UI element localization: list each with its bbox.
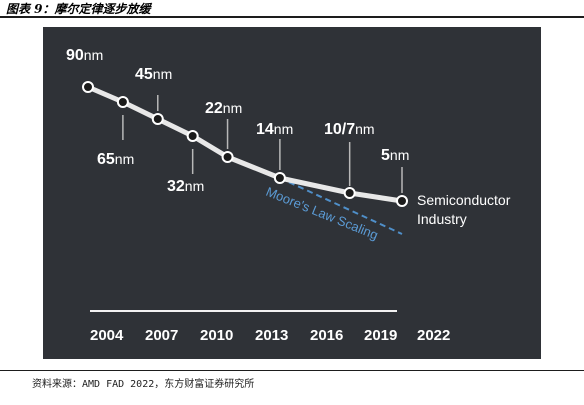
chart-panel: 90nm 65nm 45nm 32nm 22nm 14nm 10/7nm 5nm 2004 20… [43,27,541,359]
x-tick-2007: 2007 [145,327,178,344]
figure-title: 图表 9：摩尔定律逐步放缓 [6,2,151,16]
data-point-2 [116,96,129,108]
bottom-rule [0,370,584,371]
data-point-5 [221,151,234,163]
x-tick-2022: 2022 [417,327,450,344]
node-label-5: 22nm [205,100,242,117]
data-point-1 [82,81,94,93]
semiconductor-industry-line [87,84,403,204]
moores-law-dashed-line [279,177,403,235]
node-label-8: 5nm [381,147,409,164]
node-label-2: 65nm [97,151,134,168]
x-tick-2019: 2019 [364,327,397,344]
node-label-4: 32nm [167,178,204,195]
x-tick-2010: 2010 [200,327,233,344]
data-point-8 [396,195,408,207]
node-label-3: 45nm [135,66,172,83]
data-point-6 [273,172,286,184]
node-scaling-chart: 90nm 65nm 45nm 32nm 22nm 14nm 10/7nm 5nm 2004 20… [66,47,511,344]
series-label-semiconductor-line2: Industry [417,211,467,227]
data-point-7 [343,187,356,199]
x-tick-2016: 2016 [310,327,343,344]
data-point-3 [151,113,164,125]
node-label-6: 14nm [256,121,293,138]
source-note: 资料来源：AMD FAD 2022，东方财富证券研究所 [32,379,255,390]
node-label-1: 90nm [66,47,103,64]
series-label-semiconductor: Semiconductor [417,192,511,208]
node-label-7: 10/7nm [324,121,375,138]
top-rule [0,16,584,18]
x-tick-2013: 2013 [255,327,288,344]
x-tick-2004: 2004 [90,327,124,344]
data-point-4 [186,130,199,142]
